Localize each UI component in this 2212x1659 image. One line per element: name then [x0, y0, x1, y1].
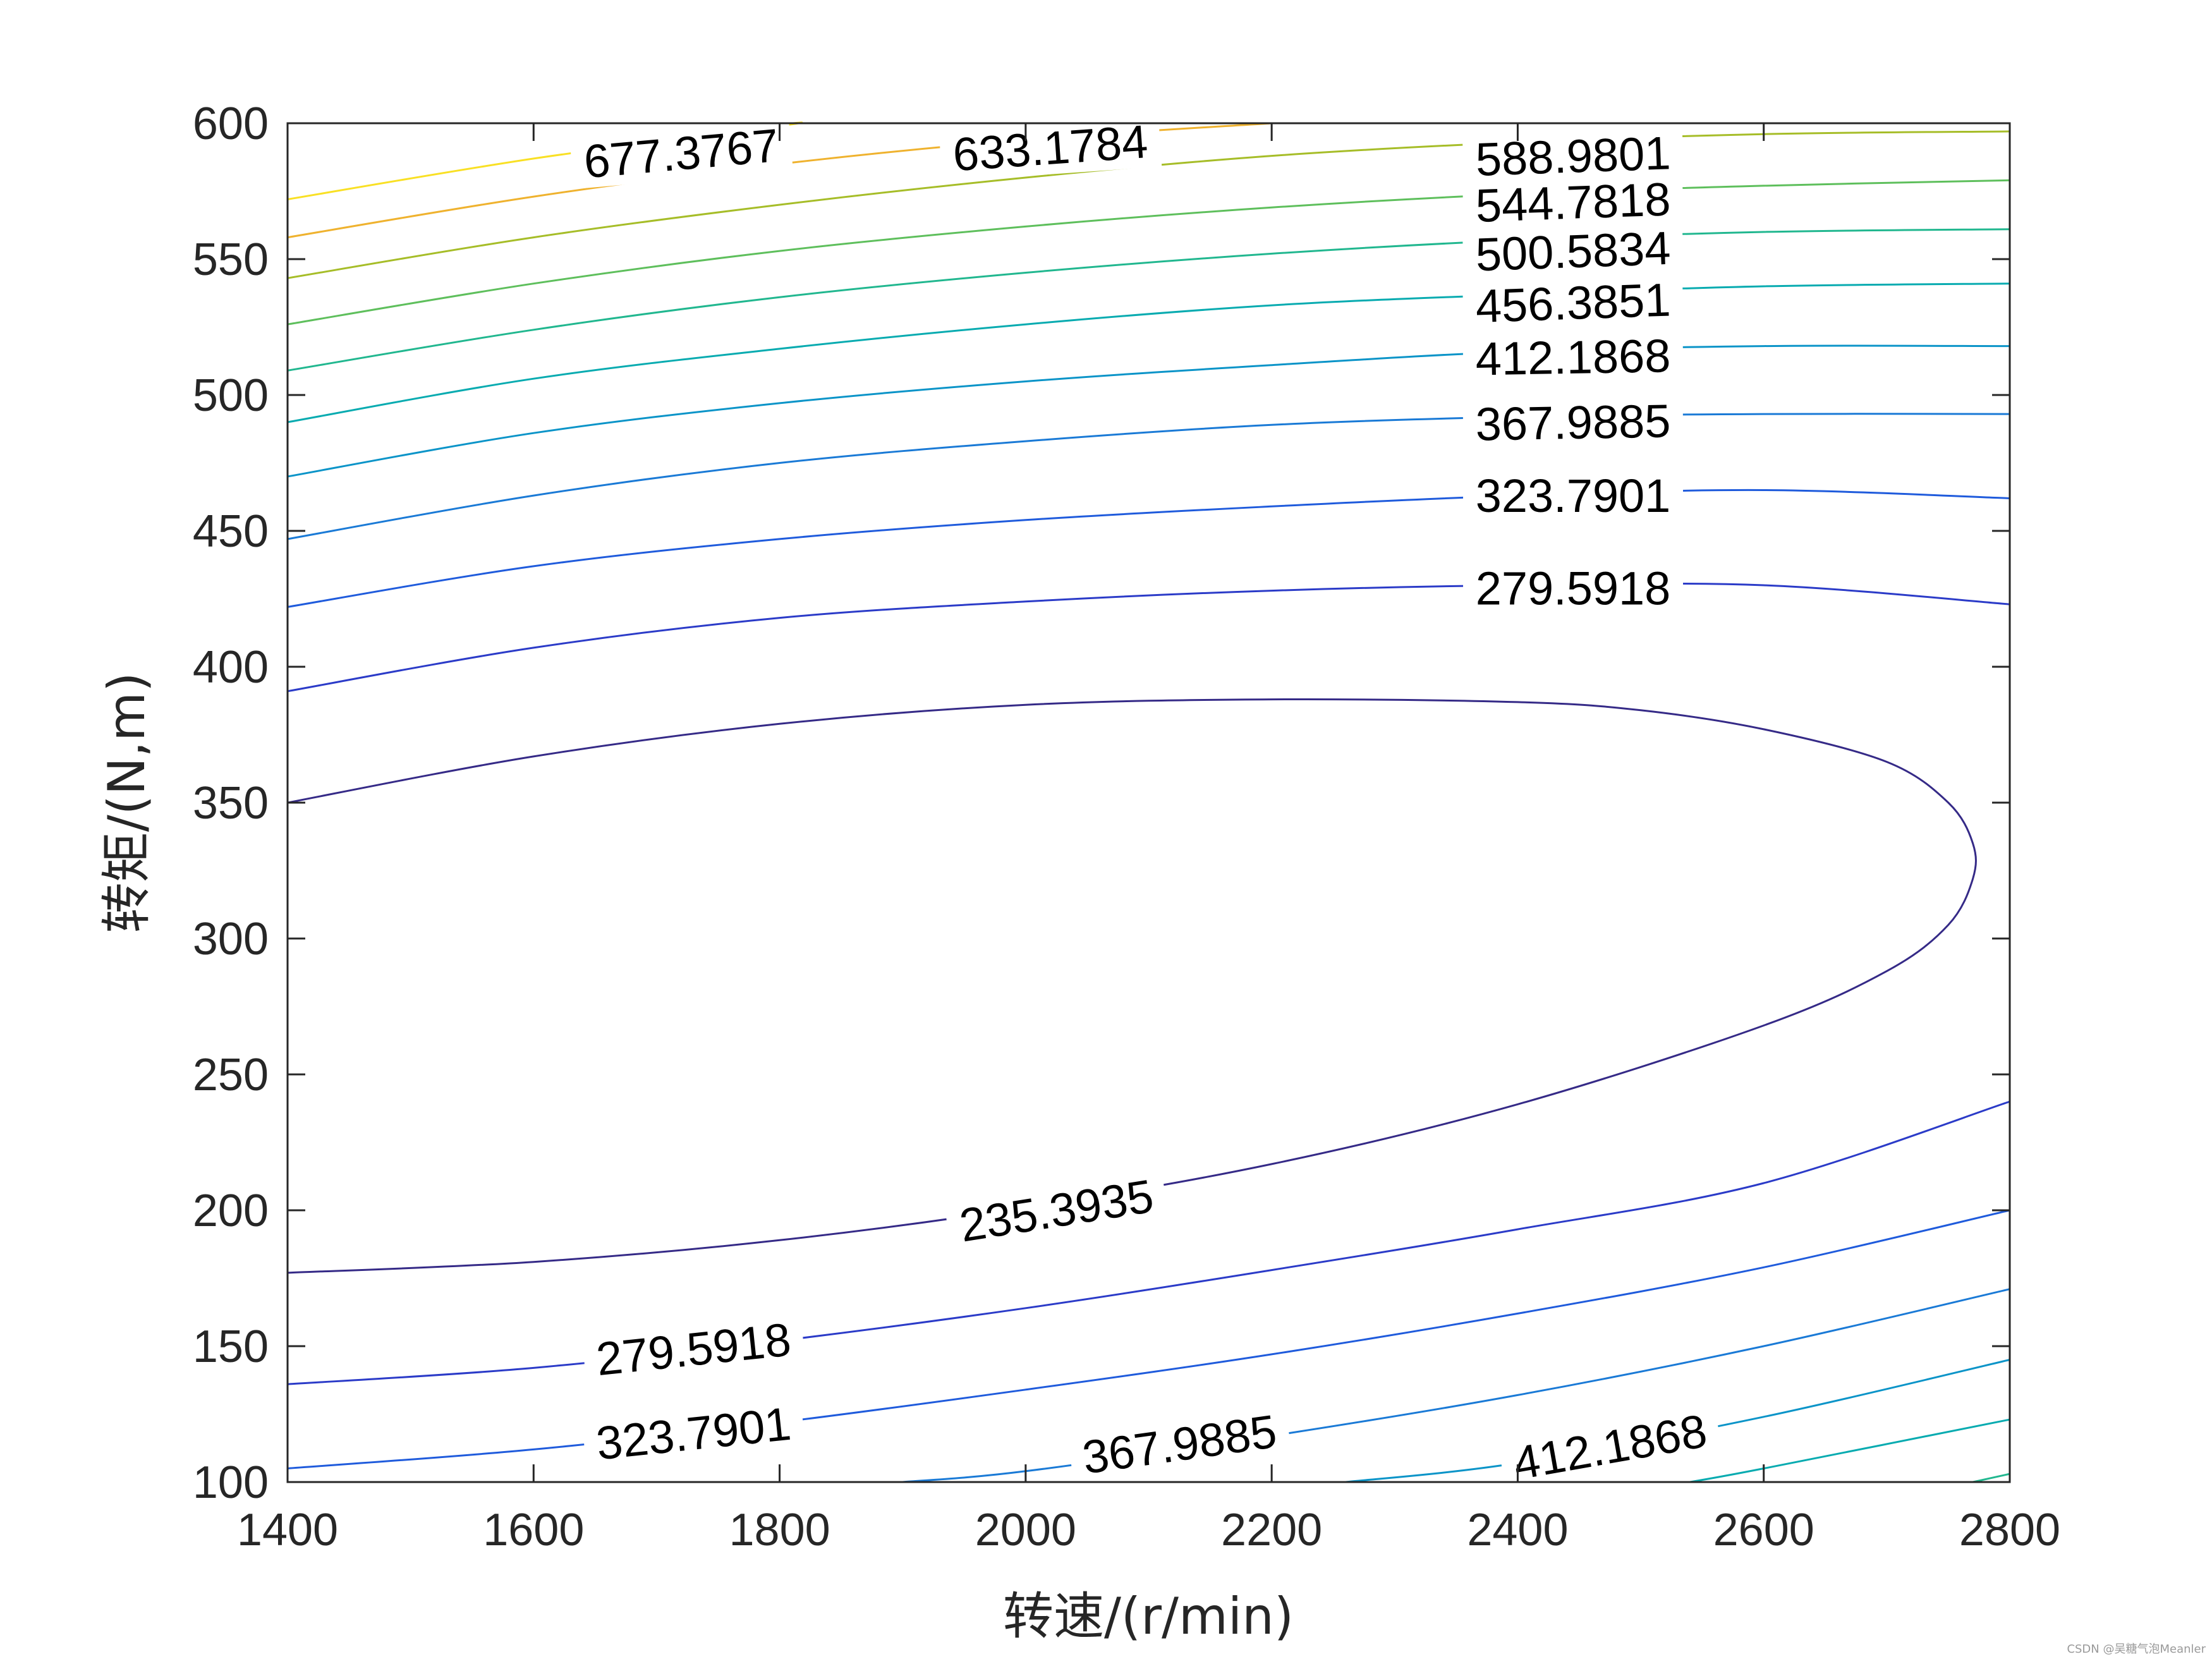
contour-label: 367.9885	[1475, 394, 1671, 450]
contour-label-background	[569, 117, 793, 190]
y-tick-label: 550	[193, 234, 269, 285]
contour-label-group: 500.5834	[1462, 221, 1684, 282]
contour-label-background	[581, 1311, 806, 1387]
contour-line-5-1	[287, 283, 2010, 423]
contour-lines	[287, 121, 2010, 1483]
contour-label: 544.7818	[1474, 173, 1671, 232]
contour-label: 412.1868	[1475, 329, 1671, 385]
y-tick-label: 200	[193, 1186, 269, 1236]
x-axis: 1400 1600 1800 2000 2200 2400 2600 2800	[237, 123, 2060, 1555]
x-tick-label: 1400	[237, 1505, 338, 1555]
contour-line-1-1	[287, 582, 2010, 693]
y-tick-label: 450	[193, 506, 269, 557]
x-tick-label: 1800	[729, 1505, 830, 1555]
x-tick-label: 2200	[1221, 1505, 1322, 1555]
x-tick-label: 2800	[1959, 1505, 2060, 1555]
y-axis: 100 150 200 250 300 350 400 450 500 550 600	[193, 99, 2010, 1508]
contour-label-group: 279.5918	[1463, 561, 1684, 615]
contour-label-group: 544.7818	[1462, 171, 1684, 233]
contour-label: 279.5918	[1476, 562, 1671, 614]
y-tick-label: 150	[193, 1322, 269, 1372]
y-tick-label: 300	[193, 914, 269, 964]
contour-label-background	[1462, 221, 1684, 282]
contour-label-background	[944, 1167, 1169, 1254]
x-tick-label: 2600	[1713, 1505, 1814, 1555]
contour-label-background	[1462, 328, 1684, 386]
y-tick-label: 400	[193, 642, 269, 693]
contour-label-background	[1463, 561, 1684, 615]
contour-label-background	[1462, 272, 1684, 333]
y-tick-label: 100	[193, 1457, 269, 1508]
contour-label: 500.5834	[1474, 222, 1671, 281]
contour-line-1-0	[287, 1100, 2010, 1385]
contour-line-6-1	[287, 228, 2010, 372]
y-axis-label: 转矩/(N,m)	[97, 672, 156, 933]
x-tick-label: 2400	[1467, 1505, 1568, 1555]
contour-label: 456.3851	[1474, 273, 1671, 332]
x-tick-label: 2000	[975, 1505, 1076, 1555]
contour-label-background	[939, 113, 1162, 182]
contour-label-group: 323.7901	[1463, 469, 1684, 523]
y-tick-label: 600	[193, 99, 269, 149]
y-tick-label: 350	[193, 778, 269, 829]
contour-line-3-1	[287, 413, 2010, 540]
contour-label-background	[581, 1395, 806, 1471]
contour-line-7-0	[287, 179, 2010, 325]
contour-line-5-0	[1689, 1418, 2010, 1483]
y-tick-label: 500	[193, 370, 269, 421]
contour-line-2-0	[287, 1209, 2010, 1469]
contour-line-4-1	[287, 344, 2010, 478]
y-tick-label: 250	[193, 1050, 269, 1100]
contour-label-background	[1067, 1402, 1292, 1486]
contour-line-3-0	[902, 1288, 2010, 1483]
contour-label-group: 456.3851	[1462, 272, 1684, 333]
contour-label-background	[1497, 1401, 1723, 1492]
watermark: CSDN @吴糖气泡Meanler	[2067, 1643, 2206, 1656]
x-axis-label: 转速/(r/min)	[1003, 1587, 1294, 1646]
contour-label-background	[1463, 469, 1684, 523]
contour-label-background	[1462, 393, 1684, 451]
contour-label-group: 367.9885	[1462, 393, 1684, 451]
x-tick-label: 1600	[483, 1505, 584, 1555]
contour-line-2-1	[287, 489, 2010, 608]
contour-label: 323.7901	[1476, 470, 1671, 522]
contour-label-group: 412.1868	[1462, 328, 1684, 386]
contour-label-background	[1462, 171, 1684, 233]
